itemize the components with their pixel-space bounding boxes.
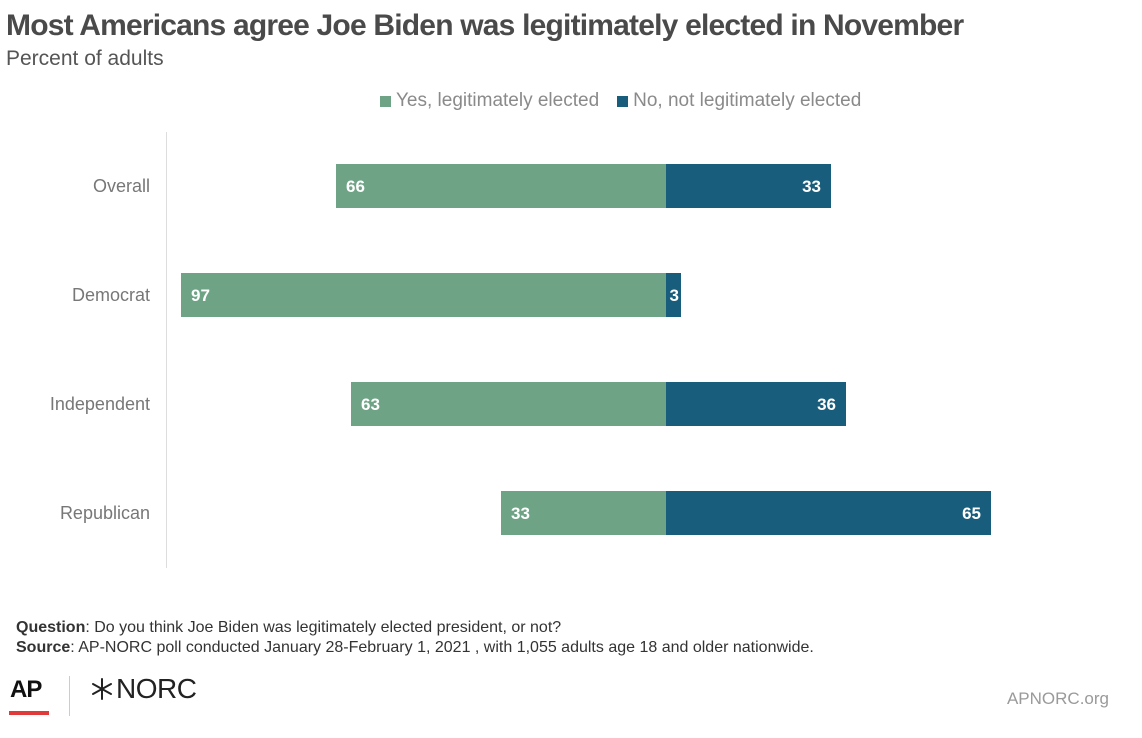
bar-yes <box>336 164 666 208</box>
bar-no <box>666 491 991 535</box>
source-text: : AP-NORC poll conducted January 28-Febr… <box>70 639 814 656</box>
bar-chart: Overall 66 33 Democrat 97 3 Independent 63 36 Rep… <box>50 132 991 568</box>
footnotes: Question: Do you think Joe Biden was leg… <box>16 618 814 658</box>
data-label-no: 65 <box>962 504 981 523</box>
data-label-no: 33 <box>802 177 821 196</box>
bar-no <box>666 382 846 426</box>
source-note: Source: AP-NORC poll conducted January 2… <box>16 638 814 658</box>
ap-logo: AP <box>10 676 42 703</box>
norc-logo: NORC <box>90 673 197 705</box>
bar-yes <box>351 382 666 426</box>
category-label: Democrat <box>72 285 150 305</box>
legend-item-no: No, not legitimately elected <box>617 90 861 112</box>
bar-yes <box>181 273 666 317</box>
data-label-yes: 97 <box>191 286 210 305</box>
site-url: APNORC.org <box>1006 689 1109 708</box>
bar-no <box>666 273 681 317</box>
legend-item-yes: Yes, legitimately elected <box>380 90 599 112</box>
legend: Yes, legitimately elected No, not legiti… <box>380 90 861 112</box>
bar-no <box>666 164 831 208</box>
category-label: Overall <box>93 176 150 196</box>
legend-label-yes: Yes, legitimately elected <box>396 90 600 111</box>
bar-yes <box>501 491 666 535</box>
logo-divider <box>69 676 70 716</box>
chart-title: Most Americans agree Joe Biden was legit… <box>6 9 964 42</box>
asterisk-star-icon <box>92 678 112 700</box>
legend-swatch-no <box>617 95 629 107</box>
question-label: Question <box>16 619 86 636</box>
question-text: : Do you think Joe Biden was legitimatel… <box>85 619 562 636</box>
data-label-no: 36 <box>817 395 836 414</box>
question-note: Question: Do you think Joe Biden was leg… <box>16 618 814 638</box>
data-label-no: 3 <box>670 286 679 305</box>
norc-logo-text: NORC <box>116 673 197 704</box>
source-label: Source <box>16 639 71 656</box>
data-label-yes: 63 <box>361 395 380 414</box>
ap-logo-bar <box>9 711 49 715</box>
data-label-yes: 66 <box>346 177 365 196</box>
category-label: Republican <box>60 503 150 523</box>
category-label: Independent <box>50 394 150 414</box>
data-label-yes: 33 <box>511 504 530 523</box>
legend-label-no: No, not legitimately elected <box>633 90 862 111</box>
chart-subtitle: Percent of adults <box>6 47 164 70</box>
legend-swatch-yes <box>380 95 391 107</box>
